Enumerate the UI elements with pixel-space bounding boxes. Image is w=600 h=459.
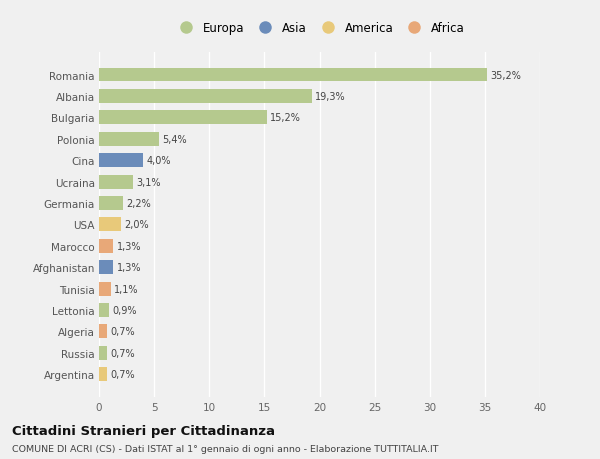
Text: 0,7%: 0,7%: [110, 327, 134, 337]
Bar: [99, 154, 143, 168]
Bar: [99, 346, 107, 360]
Bar: [99, 68, 487, 82]
Bar: [99, 261, 113, 274]
Text: 1,3%: 1,3%: [116, 241, 141, 251]
Text: 0,7%: 0,7%: [110, 369, 134, 380]
Bar: [99, 133, 158, 146]
Text: COMUNE DI ACRI (CS) - Dati ISTAT al 1° gennaio di ogni anno - Elaborazione TUTTI: COMUNE DI ACRI (CS) - Dati ISTAT al 1° g…: [12, 444, 439, 453]
Bar: [99, 303, 109, 317]
Text: 2,0%: 2,0%: [124, 220, 149, 230]
Bar: [99, 90, 312, 104]
Text: 0,9%: 0,9%: [112, 305, 137, 315]
Bar: [99, 368, 107, 381]
Bar: [99, 325, 107, 339]
Text: Cittadini Stranieri per Cittadinanza: Cittadini Stranieri per Cittadinanza: [12, 424, 275, 437]
Text: 0,7%: 0,7%: [110, 348, 134, 358]
Text: 1,1%: 1,1%: [115, 284, 139, 294]
Bar: [99, 196, 123, 211]
Bar: [99, 282, 111, 296]
Bar: [99, 239, 113, 253]
Text: 3,1%: 3,1%: [136, 177, 161, 187]
Text: 15,2%: 15,2%: [270, 113, 301, 123]
Bar: [99, 175, 133, 189]
Text: 4,0%: 4,0%: [146, 156, 171, 166]
Bar: [99, 218, 121, 232]
Text: 1,3%: 1,3%: [116, 263, 141, 273]
Legend: Europa, Asia, America, Africa: Europa, Asia, America, Africa: [170, 17, 469, 40]
Text: 19,3%: 19,3%: [315, 92, 346, 102]
Text: 2,2%: 2,2%: [127, 199, 151, 208]
Text: 35,2%: 35,2%: [490, 70, 521, 80]
Bar: [99, 111, 266, 125]
Text: 5,4%: 5,4%: [162, 134, 187, 145]
